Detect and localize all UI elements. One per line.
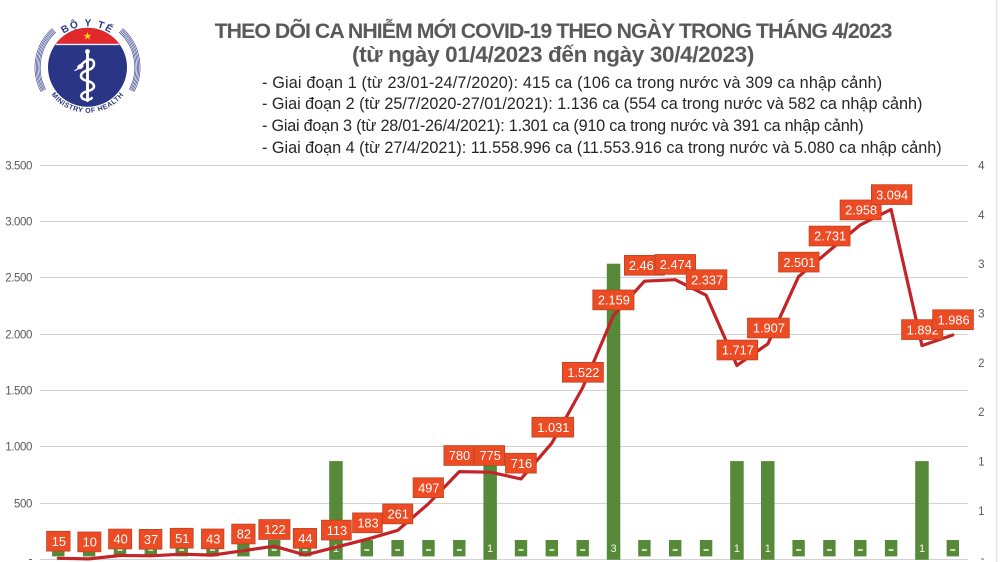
svg-text:43: 43 xyxy=(206,532,220,547)
svg-text:1.500: 1.500 xyxy=(5,386,32,398)
svg-text:1.892: 1.892 xyxy=(907,322,939,337)
svg-text:3.500: 3.500 xyxy=(5,161,32,173)
svg-text:44: 44 xyxy=(298,531,312,546)
svg-text:497: 497 xyxy=(418,480,439,495)
svg-text:1.000: 1.000 xyxy=(5,442,32,454)
svg-text:2: 2 xyxy=(978,358,984,370)
svg-text:2.958: 2.958 xyxy=(845,203,877,218)
svg-text:4: 4 xyxy=(978,210,985,222)
svg-text:3: 3 xyxy=(978,259,984,271)
svg-text:716: 716 xyxy=(511,456,532,471)
svg-text:BỘ Y TẾ: BỘ Y TẾ xyxy=(60,17,117,36)
svg-text:2.000: 2.000 xyxy=(5,330,32,342)
svg-text:1.522: 1.522 xyxy=(567,365,599,380)
svg-text:1.717: 1.717 xyxy=(722,343,754,358)
svg-text:2.337: 2.337 xyxy=(691,272,723,287)
svg-text:2.461: 2.461 xyxy=(629,258,661,273)
svg-text:-: - xyxy=(981,553,985,562)
svg-text:1: 1 xyxy=(487,543,493,555)
svg-text:-: - xyxy=(29,554,33,562)
svg-text:500: 500 xyxy=(14,499,32,511)
svg-text:3.000: 3.000 xyxy=(5,217,32,229)
svg-text:15: 15 xyxy=(52,534,66,549)
svg-text:113: 113 xyxy=(327,523,347,538)
svg-text:1.031: 1.031 xyxy=(537,420,569,435)
svg-text:1.986: 1.986 xyxy=(938,312,970,327)
svg-text:775: 775 xyxy=(480,448,501,463)
svg-text:122: 122 xyxy=(264,522,285,537)
svg-text:1.907: 1.907 xyxy=(753,321,785,336)
svg-text:2.474: 2.474 xyxy=(660,257,692,272)
svg-text:37: 37 xyxy=(144,532,158,547)
svg-text:3: 3 xyxy=(978,309,984,321)
svg-text:2.500: 2.500 xyxy=(5,273,32,285)
svg-text:1: 1 xyxy=(978,506,984,518)
svg-text:1: 1 xyxy=(978,457,984,469)
svg-text:1: 1 xyxy=(333,543,339,555)
svg-text:261: 261 xyxy=(388,507,409,522)
svg-text:82: 82 xyxy=(237,527,251,542)
svg-text:10: 10 xyxy=(83,535,97,550)
svg-text:40: 40 xyxy=(113,532,127,547)
svg-text:183: 183 xyxy=(357,516,378,531)
svg-text:2: 2 xyxy=(978,407,984,419)
svg-text:2.501: 2.501 xyxy=(783,255,815,270)
svg-text:2.731: 2.731 xyxy=(814,229,846,244)
svg-text:1: 1 xyxy=(919,543,925,555)
svg-text:2.159: 2.159 xyxy=(598,293,630,308)
svg-text:1: 1 xyxy=(765,543,771,555)
svg-text:780: 780 xyxy=(449,448,470,463)
svg-text:3: 3 xyxy=(610,543,616,555)
svg-text:51: 51 xyxy=(175,531,189,546)
svg-text:4: 4 xyxy=(978,160,985,172)
svg-text:3.094: 3.094 xyxy=(876,187,908,202)
svg-text:1: 1 xyxy=(734,543,740,555)
